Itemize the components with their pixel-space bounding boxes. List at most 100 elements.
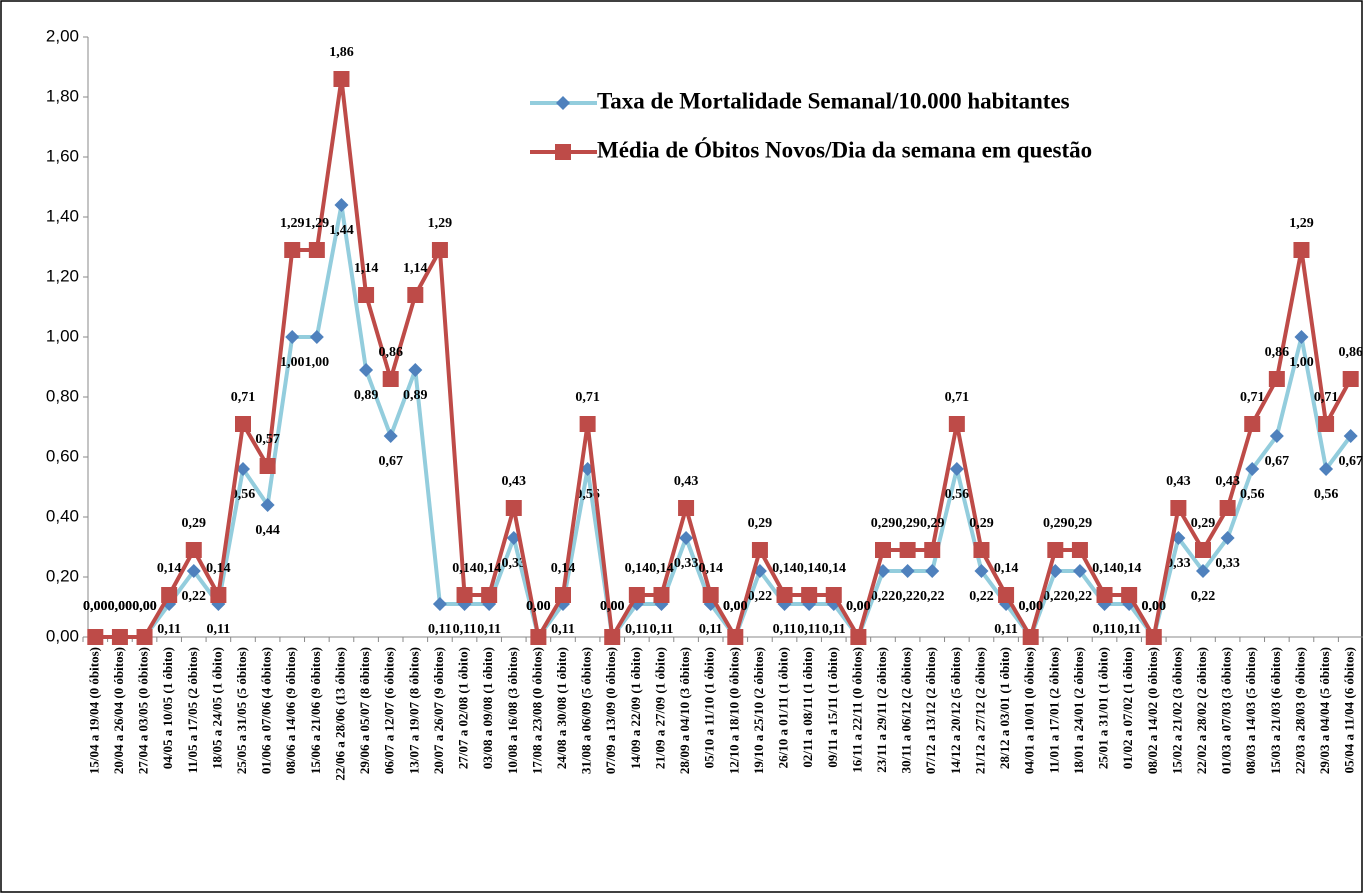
marker	[432, 597, 447, 611]
data-label: 0,11	[428, 622, 452, 637]
x-tick-label: 22/03 a 28/03 (9 óbitos)	[1292, 647, 1307, 774]
data-label: 0,11	[650, 622, 674, 637]
data-label: 0,43	[502, 474, 527, 489]
marker	[628, 587, 645, 603]
marker	[727, 629, 744, 645]
data-label: 1,00	[280, 355, 305, 370]
y-tick-label: 0,60	[46, 446, 79, 465]
marker	[285, 330, 300, 344]
marker	[555, 587, 571, 603]
data-label: 0,89	[403, 388, 428, 403]
marker	[284, 242, 301, 258]
marker	[431, 242, 448, 258]
data-label: 0,00	[846, 599, 871, 614]
marker	[776, 587, 793, 603]
y-tick-label: 0,40	[46, 506, 79, 525]
marker	[850, 629, 867, 645]
data-label: 0,43	[1166, 474, 1191, 489]
y-tick-label: 1,40	[46, 206, 79, 225]
marker	[111, 629, 128, 645]
legend-label: Taxa de Mortalidade Semanal/10.000 habit…	[597, 88, 1070, 113]
x-tick-label: 20/04 a 26/04 (0 óbitos)	[111, 647, 126, 774]
data-label: 1,00	[1289, 355, 1314, 370]
marker	[383, 429, 398, 443]
y-tick-label: 0,00	[46, 626, 79, 645]
marker	[505, 500, 522, 516]
marker	[456, 587, 473, 603]
marker	[1319, 462, 1334, 476]
data-label: 0,11	[453, 622, 477, 637]
x-tick-label: 02/11 a 08/11 (1 óbito)	[800, 647, 815, 768]
marker	[875, 542, 891, 558]
data-label: 0,00	[132, 599, 157, 614]
data-label: 0,22	[1191, 589, 1216, 604]
x-tick-label: 13/07 a 19/07 (8 óbitos)	[406, 647, 421, 774]
data-label: 0,11	[699, 622, 723, 637]
marker	[1071, 542, 1088, 558]
data-label: 0,29	[1191, 516, 1216, 531]
x-tick-label: 20/07 a 26/07 (9 óbitos)	[431, 647, 446, 774]
data-label: 0,22	[1068, 589, 1093, 604]
marker	[530, 629, 547, 645]
marker	[1269, 429, 1284, 443]
data-label: 0,00	[83, 599, 108, 614]
x-tick-label: 28/12 a 03/01 (1 óbito)	[997, 647, 1012, 769]
marker	[653, 587, 670, 603]
data-label: 0,11	[1117, 622, 1141, 637]
data-label: 0,14	[1117, 561, 1142, 576]
data-label: 1,44	[329, 223, 354, 238]
marker	[974, 564, 989, 578]
data-label: 0,00	[526, 599, 551, 614]
x-tick-label: 03/08 a 09/08 (1 óbito)	[480, 647, 495, 769]
data-label: 0,71	[231, 390, 256, 405]
marker	[900, 564, 915, 578]
marker	[481, 587, 498, 603]
marker	[210, 587, 227, 603]
data-label: 0,00	[1142, 599, 1167, 614]
marker	[825, 587, 842, 603]
x-tick-label: 27/07 a 02/08 (1 óbito)	[456, 647, 471, 769]
x-tick-label: 24/08 a 30/08 (1 óbito)	[554, 647, 569, 769]
x-tick-label: 04/05 a 10/05 (1 óbito)	[160, 647, 175, 769]
x-tick-label: 22/02 a 28/02 (2 óbitos)	[1194, 647, 1209, 774]
marker	[236, 462, 250, 476]
x-tick-label: 09/11 a 15/11 (1 óbito)	[825, 647, 840, 768]
data-label: 0,67	[1265, 454, 1290, 469]
x-tick-label: 29/06 a 05/07 (8 óbitos)	[357, 647, 372, 774]
data-label: 0,29	[920, 516, 945, 531]
marker	[407, 287, 424, 303]
y-tick-label: 0,20	[46, 566, 79, 585]
marker	[1121, 587, 1138, 603]
marker	[949, 462, 964, 476]
marker	[555, 144, 571, 160]
data-label: 0,71	[575, 390, 600, 405]
series-line	[95, 77, 1353, 639]
x-tick-label: 10/08 a 16/08 (3 óbitos)	[505, 647, 520, 774]
data-label: 0,11	[477, 622, 501, 637]
y-tick-label: 1,20	[46, 266, 79, 285]
x-tick-label: 26/10 a 01/11 (1 óbito)	[776, 647, 791, 768]
marker	[1293, 242, 1310, 258]
data-label: 1,29	[1289, 216, 1314, 231]
marker	[579, 416, 596, 432]
data-label: 0,29	[871, 516, 896, 531]
data-label: 0,43	[1215, 474, 1240, 489]
data-label: 0,56	[945, 487, 970, 502]
marker	[1195, 542, 1211, 558]
marker	[1145, 629, 1162, 645]
x-tick-label: 15/02 a 21/02 (3 óbitos)	[1169, 647, 1184, 774]
x-tick-label: 08/06 a 14/06 (9 óbitos)	[283, 647, 298, 774]
marker	[1245, 462, 1260, 476]
data-label: 0,14	[772, 561, 797, 576]
x-tick-label: 05/10 a 11/10 (1 óbito)	[702, 647, 717, 768]
data-label: 0,56	[1240, 487, 1265, 502]
x-tick-label: 29/03 a 04/04 (5 óbitos)	[1317, 647, 1332, 774]
x-tick-label: 17/08 a 23/08 (0 óbitos)	[529, 647, 544, 774]
x-tick-label: 08/03 a 14/03 (5 óbitos)	[1243, 647, 1258, 774]
data-label: 0,11	[551, 622, 575, 637]
data-label: 0,00	[600, 599, 625, 614]
marker	[1244, 416, 1261, 432]
data-label: 1,14	[403, 261, 428, 276]
x-tick-label: 19/10 a 25/10 (2 óbitos)	[751, 647, 766, 774]
